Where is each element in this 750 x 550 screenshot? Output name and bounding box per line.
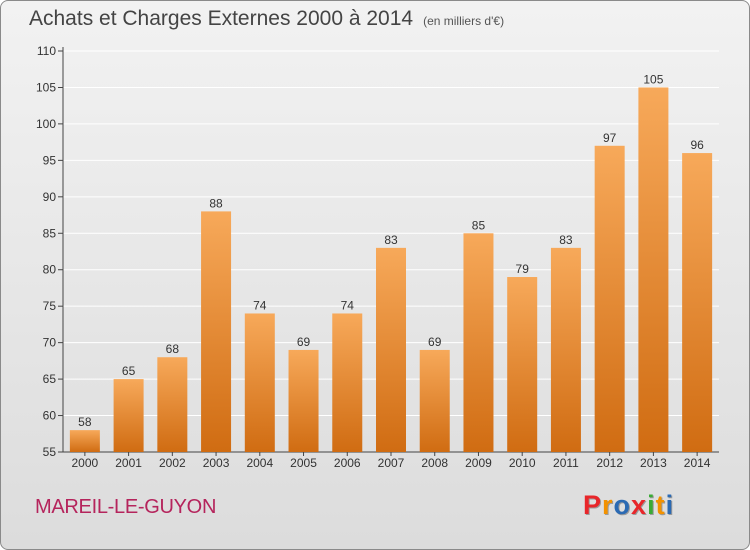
bar: [244, 313, 275, 452]
data-label: 83: [384, 233, 398, 247]
data-label: 65: [122, 364, 136, 378]
chart-title-text: Achats et Charges Externes 2000 à 2014: [29, 7, 414, 30]
y-tick-label: 75: [43, 299, 57, 313]
bar: [419, 349, 450, 452]
data-label: 68: [166, 342, 180, 356]
y-tick-label: 90: [43, 190, 57, 204]
y-tick-label: 85: [43, 226, 57, 240]
x-tick-label: 2008: [421, 456, 448, 470]
data-label: 96: [690, 138, 704, 152]
data-label: 74: [253, 298, 267, 312]
x-tick-label: 2012: [596, 456, 623, 470]
data-label: 88: [209, 196, 223, 210]
y-tick-label: 60: [43, 409, 57, 423]
chart-subtitle: (en milliers d'€): [423, 14, 505, 28]
logo-letter: r: [602, 490, 614, 520]
bar: [376, 247, 406, 452]
y-tick-label: 70: [43, 336, 57, 350]
y-tick-label: 65: [43, 372, 57, 386]
logo-letter: i: [665, 490, 675, 520]
x-tick-label: 2007: [378, 456, 405, 470]
data-label: 69: [428, 335, 442, 349]
data-label: 105: [643, 72, 663, 86]
bar: [332, 313, 363, 452]
x-tick-label: 2009: [465, 456, 492, 470]
x-tick-label: 2000: [72, 456, 99, 470]
logo-letter: i: [647, 490, 656, 520]
bar: [507, 277, 538, 452]
bar: [594, 145, 625, 453]
x-tick-label: 2013: [640, 456, 667, 470]
data-label: 69: [297, 335, 311, 349]
bar: [288, 349, 319, 452]
logo-letter: o: [613, 490, 632, 520]
commune-name: MAREIL-LE-GUYON: [35, 496, 217, 518]
data-label: 85: [472, 218, 486, 232]
y-tick-label: 95: [43, 153, 57, 167]
bar: [157, 357, 188, 452]
data-label: 58: [78, 415, 92, 429]
bar: [201, 211, 232, 452]
bar: [638, 87, 669, 453]
x-tick-label: 2005: [290, 456, 317, 470]
logo-letter: P: [583, 490, 603, 520]
x-tick-label: 2001: [115, 456, 142, 470]
x-tick-label: 2014: [684, 456, 711, 470]
y-tick-label: 100: [36, 117, 56, 131]
x-tick-label: 2006: [334, 456, 361, 470]
x-tick-label: 2002: [159, 456, 186, 470]
data-label: 79: [516, 262, 530, 276]
x-tick-label: 2010: [509, 456, 536, 470]
y-tick-label: 80: [43, 263, 57, 277]
data-label: 97: [603, 131, 617, 145]
y-tick-label: 110: [37, 44, 56, 58]
logo-letter: x: [631, 490, 648, 520]
bar: [463, 233, 494, 452]
bar: [69, 430, 100, 452]
chart-title: Achats et Charges Externes 2000 à 2014 (e…: [29, 7, 504, 31]
bar: [550, 247, 581, 452]
x-tick-label: 2003: [203, 456, 230, 470]
x-tick-label: 2004: [246, 456, 273, 470]
logo-letter: t: [655, 490, 666, 520]
data-label: 83: [559, 233, 573, 247]
proxiti-logo: Proxiti: [583, 490, 674, 521]
y-tick-label: 55: [43, 445, 57, 459]
bar: [113, 379, 144, 452]
x-tick-label: 2011: [553, 456, 579, 470]
data-label: 74: [341, 298, 355, 312]
bar: [682, 153, 713, 452]
y-tick-label: 105: [36, 80, 56, 94]
